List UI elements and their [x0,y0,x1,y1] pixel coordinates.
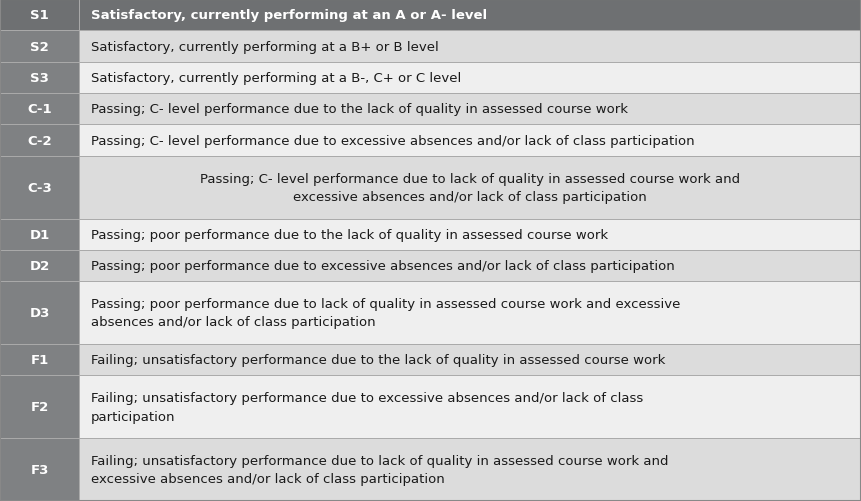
Text: Satisfactory, currently performing at a B-, C+ or C level: Satisfactory, currently performing at a … [91,72,461,85]
Bar [0,125,79,156]
Text: S2: S2 [30,41,49,54]
Bar [0,438,79,501]
Text: D2: D2 [29,260,50,273]
Bar [79,376,861,438]
Text: Passing; C- level performance due to lack of quality in assessed course work and: Passing; C- level performance due to lac… [200,172,740,185]
Text: absences and/or lack of class participation: absences and/or lack of class participat… [91,316,376,329]
Bar [79,31,861,63]
Text: Passing; poor performance due to excessive absences and/or lack of class partici: Passing; poor performance due to excessi… [91,260,675,273]
Text: Passing; poor performance due to lack of quality in assessed course work and exc: Passing; poor performance due to lack of… [91,298,680,311]
Text: S1: S1 [30,9,49,22]
Bar [79,438,861,501]
Bar [79,250,861,282]
Bar [0,63,79,94]
Bar [79,344,861,376]
Bar [79,125,861,156]
Text: F1: F1 [30,354,49,367]
Text: C-3: C-3 [28,181,52,194]
Text: Passing; C- level performance due to the lack of quality in assessed course work: Passing; C- level performance due to the… [91,103,629,116]
Text: F3: F3 [30,463,49,476]
Bar [79,156,861,219]
Bar [0,344,79,376]
Bar [0,156,79,219]
Bar [79,0,861,31]
Bar [0,94,79,125]
Bar [0,219,79,250]
Bar [79,63,861,94]
Text: excessive absences and/or lack of class participation: excessive absences and/or lack of class … [294,190,647,203]
Bar [79,94,861,125]
Text: Failing; unsatisfactory performance due to the lack of quality in assessed cours: Failing; unsatisfactory performance due … [91,354,666,367]
Text: Failing; unsatisfactory performance due to lack of quality in assessed course wo: Failing; unsatisfactory performance due … [91,454,669,467]
Text: participation: participation [91,410,176,423]
Text: Satisfactory, currently performing at an A or A- level: Satisfactory, currently performing at an… [91,9,487,22]
Text: Failing; unsatisfactory performance due to excessive absences and/or lack of cla: Failing; unsatisfactory performance due … [91,391,643,404]
Text: D1: D1 [29,228,50,241]
Text: S3: S3 [30,72,49,85]
Text: C-1: C-1 [28,103,52,116]
Bar [79,219,861,250]
Text: C-2: C-2 [28,134,52,147]
Bar [0,376,79,438]
Bar [0,0,79,31]
Text: excessive absences and/or lack of class participation: excessive absences and/or lack of class … [91,472,445,485]
Text: D3: D3 [29,307,50,320]
Text: Passing; C- level performance due to excessive absences and/or lack of class par: Passing; C- level performance due to exc… [91,134,695,147]
Text: F2: F2 [30,401,49,413]
Bar [79,282,861,344]
Bar [0,282,79,344]
Bar [0,250,79,282]
Text: Satisfactory, currently performing at a B+ or B level: Satisfactory, currently performing at a … [91,41,439,54]
Text: Passing; poor performance due to the lack of quality in assessed course work: Passing; poor performance due to the lac… [91,228,609,241]
Bar [0,31,79,63]
